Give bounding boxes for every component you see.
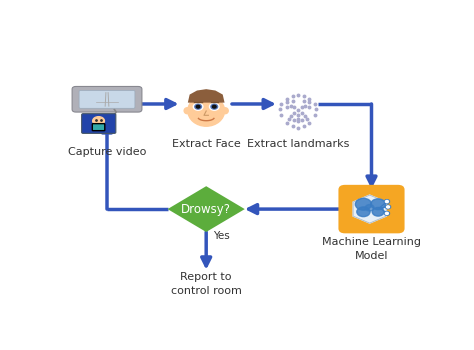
- Text: Yes: Yes: [213, 231, 229, 240]
- Circle shape: [195, 104, 201, 109]
- Polygon shape: [168, 186, 245, 232]
- Ellipse shape: [188, 95, 225, 126]
- Circle shape: [193, 103, 203, 110]
- Circle shape: [371, 199, 385, 210]
- FancyBboxPatch shape: [92, 124, 105, 131]
- FancyBboxPatch shape: [82, 114, 116, 133]
- Text: Drowsy?: Drowsy?: [181, 203, 231, 216]
- Circle shape: [372, 208, 384, 216]
- Circle shape: [385, 212, 388, 215]
- FancyBboxPatch shape: [72, 86, 142, 112]
- Circle shape: [357, 207, 370, 217]
- Text: Extract Face: Extract Face: [172, 139, 241, 149]
- Polygon shape: [353, 195, 386, 223]
- Circle shape: [384, 211, 390, 215]
- Text: Machine Learning
Model: Machine Learning Model: [322, 237, 421, 261]
- Circle shape: [385, 205, 391, 209]
- FancyBboxPatch shape: [79, 91, 135, 108]
- Text: Extract landmarks: Extract landmarks: [247, 139, 349, 149]
- Circle shape: [387, 206, 390, 208]
- FancyBboxPatch shape: [338, 185, 405, 233]
- Text: Report to
control room: Report to control room: [171, 272, 242, 296]
- Circle shape: [384, 199, 390, 203]
- Ellipse shape: [184, 108, 190, 114]
- Circle shape: [356, 198, 372, 210]
- Ellipse shape: [222, 108, 228, 114]
- Circle shape: [210, 103, 219, 110]
- Circle shape: [212, 105, 216, 108]
- Text: Capture video: Capture video: [68, 147, 146, 157]
- Circle shape: [385, 201, 388, 203]
- Circle shape: [211, 104, 218, 109]
- Circle shape: [196, 105, 200, 108]
- Circle shape: [365, 204, 374, 211]
- Polygon shape: [188, 89, 225, 103]
- Circle shape: [93, 117, 104, 125]
